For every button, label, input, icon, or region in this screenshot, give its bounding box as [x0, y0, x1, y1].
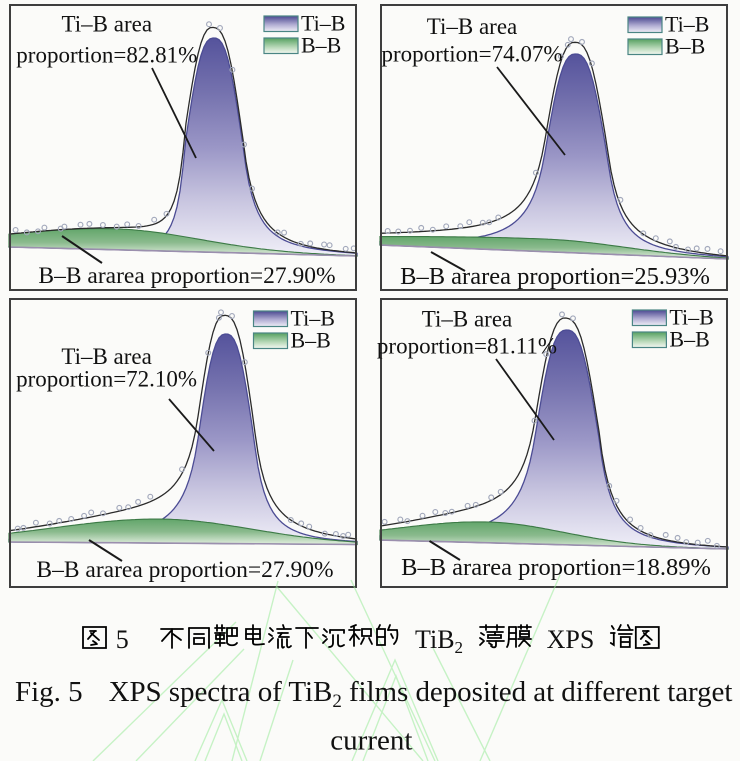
svg-text:XPS: XPS — [547, 625, 595, 654]
svg-text:proportion=81.11%: proportion=81.11% — [377, 334, 557, 359]
svg-text:B–B ararea proportion=27.90%: B–B ararea proportion=27.90% — [36, 557, 333, 583]
svg-text:proportion=82.81%: proportion=82.81% — [16, 42, 197, 67]
svg-text:Ti–B area: Ti–B area — [62, 11, 153, 36]
svg-text:5: 5 — [116, 625, 129, 654]
svg-text:Ti–B area: Ti–B area — [61, 344, 152, 369]
svg-text:Ti–B: Ti–B — [665, 12, 709, 37]
svg-text:current: current — [330, 725, 412, 757]
svg-text:proportion=72.10%: proportion=72.10% — [16, 366, 197, 391]
svg-text:B–B ararea proportion=25.93%: B–B ararea proportion=25.93% — [400, 263, 710, 290]
svg-text:B–B: B–B — [669, 327, 709, 352]
svg-text:B–B ararea proportion=18.89%: B–B ararea proportion=18.89% — [401, 554, 711, 581]
svg-text:Ti–B area: Ti–B area — [427, 14, 518, 39]
svg-text:XPS spectra of TiB2 films depo: XPS spectra of TiB2 films deposited at d… — [109, 676, 733, 712]
svg-text:Fig. 5: Fig. 5 — [15, 676, 83, 708]
svg-text:Ti–B: Ti–B — [301, 11, 345, 36]
svg-text:B–B: B–B — [291, 328, 331, 353]
svg-text:Ti–B: Ti–B — [669, 305, 713, 330]
svg-text:Ti–B: Ti–B — [291, 306, 335, 331]
svg-text:B–B: B–B — [301, 33, 341, 58]
svg-text:B–B: B–B — [665, 34, 705, 59]
svg-text:Ti–B area: Ti–B area — [422, 306, 513, 331]
svg-text:B–B ararea proportion=27.90%: B–B ararea proportion=27.90% — [38, 263, 335, 289]
svg-text:proportion=74.07%: proportion=74.07% — [382, 41, 563, 66]
